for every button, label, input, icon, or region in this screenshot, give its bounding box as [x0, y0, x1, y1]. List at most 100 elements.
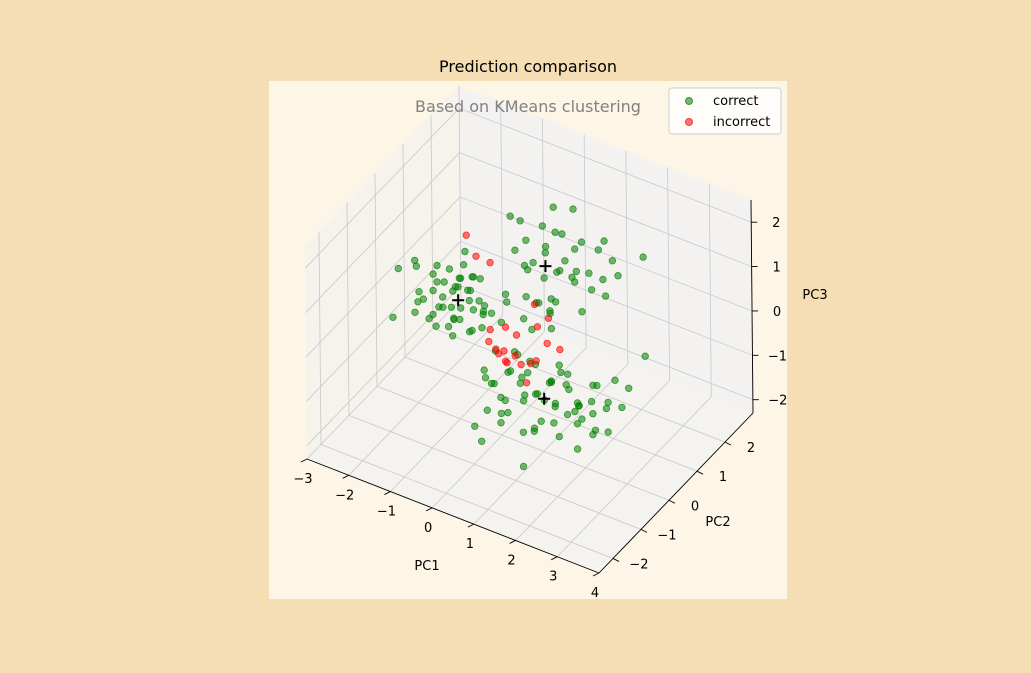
- point-correct: [537, 417, 545, 425]
- pane-left: [305, 86, 461, 459]
- point-correct: [479, 310, 487, 319]
- legend: correct incorrect: [668, 87, 782, 135]
- point-correct: [449, 287, 457, 295]
- legend-marker-incorrect: [685, 118, 693, 126]
- centroid-marker: [539, 260, 552, 273]
- chart-title: Prediction comparison: [439, 57, 617, 76]
- point-correct: [625, 384, 633, 392]
- point-correct: [547, 378, 556, 386]
- point-correct: [487, 379, 496, 388]
- x-tick-mark: [384, 491, 391, 495]
- grid-line-y-floor: [404, 356, 698, 472]
- point-correct: [449, 332, 457, 340]
- point-incorrect: [530, 300, 539, 309]
- point-correct: [476, 275, 484, 283]
- x-tick-label: −3: [293, 472, 312, 487]
- grid-line-y-left: [402, 144, 406, 358]
- point-correct: [501, 290, 510, 298]
- point-correct: [549, 203, 557, 211]
- y-tick-label: −2: [629, 557, 648, 572]
- point-correct: [573, 420, 582, 428]
- point-correct: [480, 302, 489, 310]
- grid-line-z-back: [459, 152, 752, 267]
- grid-line-y-floor: [432, 327, 726, 443]
- point-correct: [481, 374, 490, 382]
- point-correct: [440, 278, 448, 286]
- point-correct: [572, 267, 580, 276]
- point-correct: [541, 242, 550, 251]
- y-tick-mark: [612, 558, 620, 562]
- point-correct: [465, 328, 474, 336]
- point-correct: [547, 324, 556, 333]
- z-axis-line: [750, 199, 754, 414]
- point-correct: [533, 390, 542, 398]
- y-tick-label: 2: [747, 441, 755, 456]
- x-tick-mark: [342, 474, 349, 479]
- point-correct: [524, 369, 532, 377]
- point-correct: [429, 286, 437, 295]
- point-correct: [435, 303, 443, 311]
- pane-floor: [307, 299, 753, 573]
- point-incorrect: [533, 323, 542, 331]
- point-correct: [519, 397, 528, 405]
- grid-line-x-back: [708, 183, 712, 397]
- point-correct: [591, 426, 600, 434]
- point-incorrect: [472, 252, 480, 260]
- point-correct: [522, 293, 530, 301]
- point-correct: [429, 270, 437, 278]
- chart-subtitle: Based on KMeans clustering: [415, 97, 641, 116]
- point-incorrect: [486, 258, 494, 267]
- point-incorrect: [486, 325, 494, 334]
- y-tick-label: −1: [657, 528, 676, 543]
- scatter-points: [389, 203, 649, 471]
- z-tick-label: 1: [772, 261, 780, 276]
- z-tick-label: 0: [773, 305, 781, 320]
- point-incorrect: [462, 231, 470, 239]
- y-axis-line: [598, 412, 754, 574]
- point-incorrect: [532, 357, 540, 365]
- y-tick-label: 1: [719, 470, 727, 485]
- x-tick-mark: [300, 458, 308, 463]
- point-correct: [571, 407, 579, 416]
- grid: [304, 85, 754, 574]
- point-correct: [433, 261, 441, 270]
- point-correct: [611, 376, 619, 384]
- point-correct: [389, 313, 397, 321]
- point-correct: [456, 274, 465, 282]
- point-correct: [457, 304, 465, 312]
- point-correct: [506, 367, 515, 375]
- point-correct: [522, 236, 530, 244]
- point-correct: [618, 403, 626, 412]
- point-correct: [564, 370, 572, 378]
- point-correct: [561, 257, 569, 265]
- x-axis-label: PC1: [414, 559, 439, 574]
- grid-line-z-left: [305, 196, 461, 358]
- point-correct: [445, 265, 454, 273]
- point-correct: [518, 373, 526, 381]
- point-correct: [411, 256, 419, 265]
- point-correct: [478, 324, 486, 332]
- point-correct: [575, 402, 583, 410]
- point-incorrect: [556, 345, 564, 354]
- point-correct: [589, 410, 597, 418]
- point-correct: [602, 404, 611, 413]
- y-axis-label: PC2: [705, 515, 730, 530]
- point-correct: [578, 308, 586, 316]
- point-correct: [604, 428, 612, 436]
- z-axis-label: PC3: [802, 288, 827, 303]
- point-incorrect: [500, 347, 508, 355]
- point-correct: [538, 222, 547, 230]
- point-correct: [450, 314, 458, 322]
- point-correct: [587, 286, 596, 294]
- point-correct: [578, 415, 586, 423]
- y-tick-label: 0: [691, 499, 699, 514]
- x-tick-label: 4: [591, 586, 599, 601]
- point-correct: [444, 322, 453, 331]
- point-correct: [469, 273, 478, 281]
- point-correct: [454, 283, 462, 291]
- x-tick-label: 3: [549, 570, 557, 585]
- y-tick-mark: [696, 470, 704, 475]
- point-correct: [601, 292, 610, 300]
- grid-line-x-floor: [348, 315, 504, 476]
